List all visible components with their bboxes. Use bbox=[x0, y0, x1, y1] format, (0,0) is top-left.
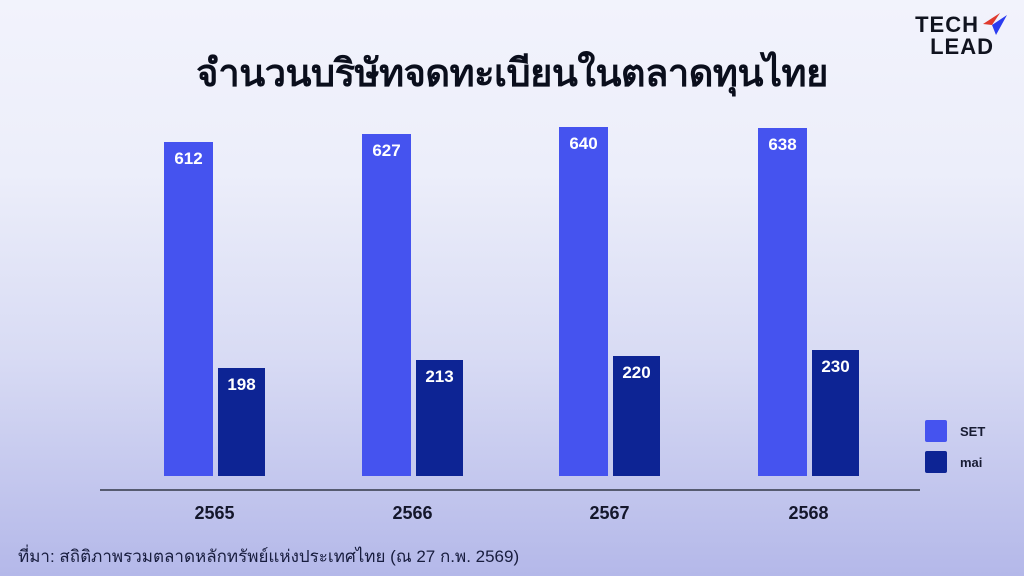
logo-text-line2: LEAD bbox=[930, 34, 994, 59]
bar-SET-2566: 627 bbox=[362, 134, 411, 476]
x-axis-label-2567: 2567 bbox=[589, 503, 630, 523]
chart-title: จำนวนบริษัทจดทะเบียนในตลาดทุนไทย bbox=[196, 53, 828, 95]
legend-item-mai: mai bbox=[925, 451, 985, 473]
bar-value-label: 213 bbox=[425, 367, 454, 386]
bar-SET-2567: 640 bbox=[559, 127, 608, 476]
source-note: ที่มา: สถิติภาพรวมตลาดหลักทรัพย์แห่งประเ… bbox=[18, 547, 520, 566]
bar-mai-2568: 230 bbox=[812, 350, 859, 476]
bar-value-label: 638 bbox=[768, 135, 797, 154]
bar-mai-2565: 198 bbox=[218, 368, 265, 476]
bar-SET-2565: 612 bbox=[164, 142, 213, 476]
brand-logo: TECH LEAD bbox=[915, 12, 1008, 59]
bar-value-label: 220 bbox=[622, 363, 651, 382]
legend-swatch-SET bbox=[925, 420, 947, 442]
bar-value-label: 627 bbox=[372, 141, 401, 160]
x-axis-line bbox=[100, 489, 920, 491]
bar-value-label: 640 bbox=[569, 134, 598, 153]
logo-text-line1: TECH bbox=[915, 11, 979, 37]
legend-label: SET bbox=[960, 423, 986, 439]
chart-legend: SET mai bbox=[925, 420, 985, 482]
bar-value-label: 612 bbox=[174, 149, 203, 168]
bar-value-label: 198 bbox=[227, 375, 256, 394]
bar-mai-2567: 220 bbox=[613, 356, 660, 476]
legend-swatch-mai bbox=[925, 451, 947, 473]
bar-SET-2568: 638 bbox=[758, 128, 807, 476]
x-axis-label-2568: 2568 bbox=[788, 503, 829, 523]
paper-plane-icon bbox=[981, 12, 1008, 36]
legend-label: mai bbox=[960, 454, 983, 470]
legend-item-SET: SET bbox=[925, 420, 985, 442]
bar-mai-2566: 213 bbox=[416, 360, 463, 476]
x-axis-label-2566: 2566 bbox=[392, 503, 433, 523]
bar-value-label: 230 bbox=[821, 357, 850, 376]
x-axis-label-2565: 2565 bbox=[194, 503, 235, 523]
